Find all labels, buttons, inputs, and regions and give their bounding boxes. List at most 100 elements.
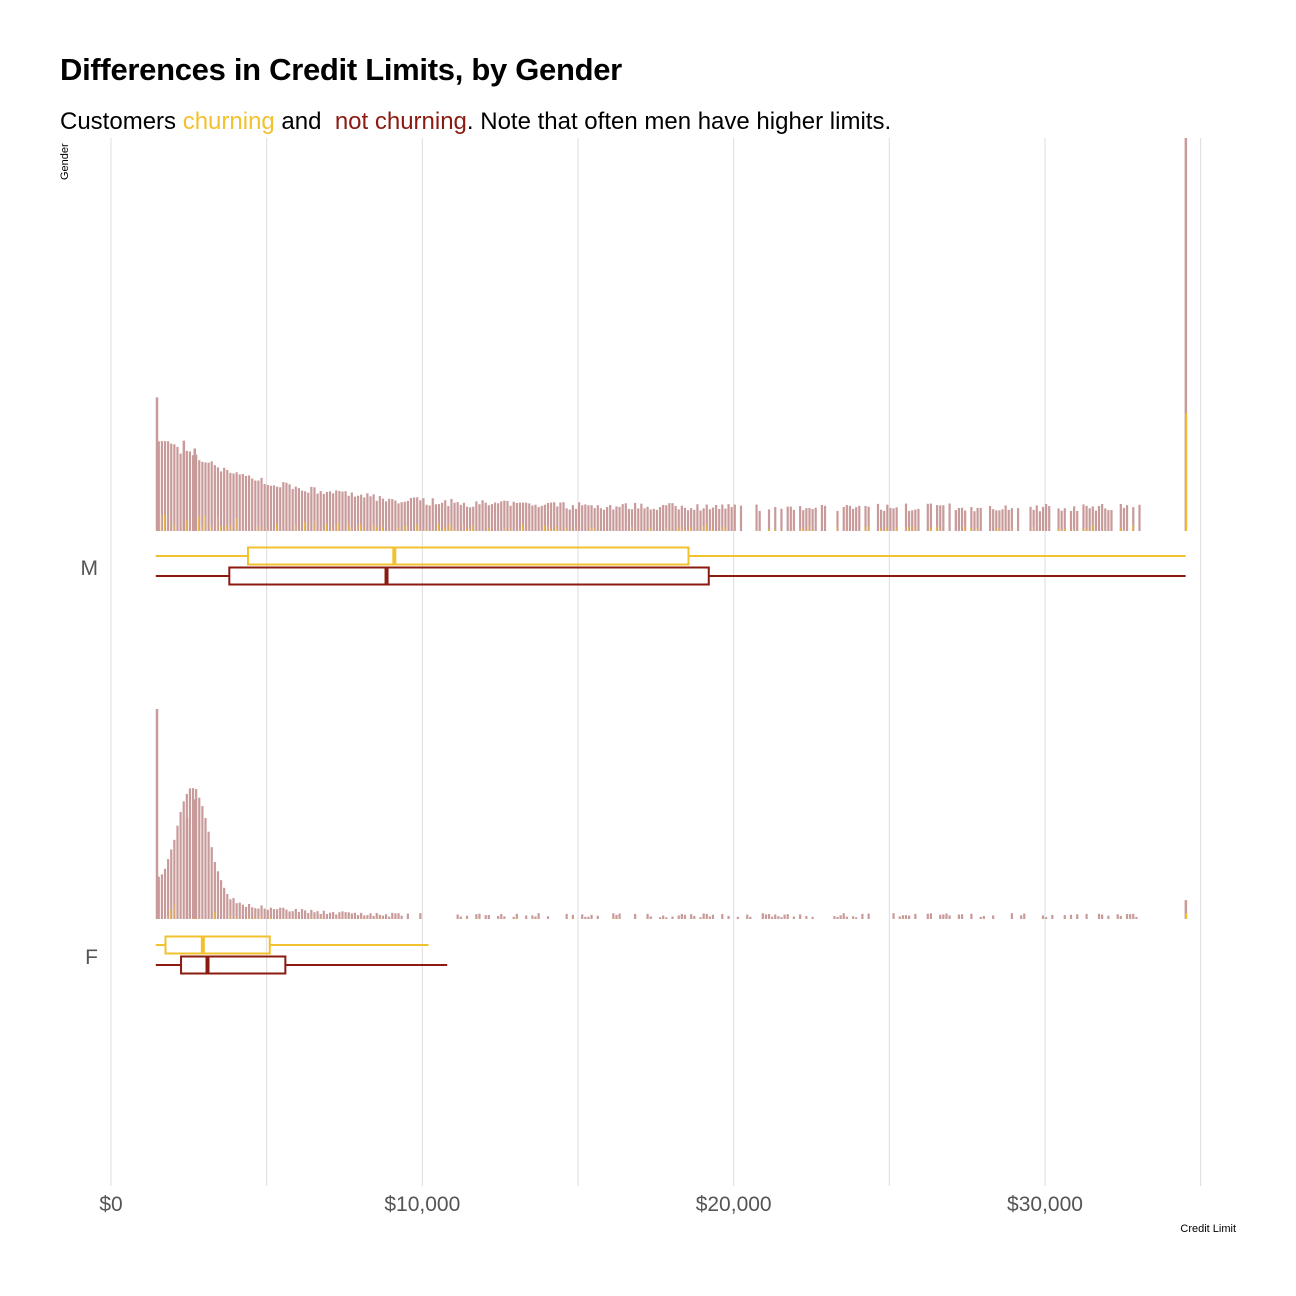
histogram-bar: [198, 797, 201, 919]
histogram-bar: [272, 909, 276, 919]
histogram-bar: [344, 491, 347, 531]
histogram-bar: [836, 916, 839, 919]
histogram-bar: [587, 505, 590, 531]
histogram-bar-churning: [465, 529, 468, 531]
histogram-bar-churning: [543, 525, 545, 531]
histogram-bar: [674, 505, 677, 531]
histogram-bar: [163, 868, 167, 919]
histogram-bar-churning: [416, 524, 418, 531]
histogram-bar-churning: [456, 530, 458, 531]
histogram-bar: [195, 789, 198, 919]
histogram-bar: [500, 501, 503, 531]
histogram-bar: [288, 911, 291, 919]
histogram-bar: [375, 913, 378, 919]
chart-subtitle: Customers churning and not churning. Not…: [60, 108, 891, 136]
histogram-bar: [683, 507, 687, 531]
histogram-bar: [696, 504, 699, 531]
histogram-bar-churning: [864, 527, 866, 531]
histogram-bar-churning: [472, 525, 474, 531]
histogram-bar: [867, 506, 870, 531]
histogram-bar: [366, 915, 369, 919]
histogram-bar: [1038, 511, 1041, 531]
histogram-bar-churning: [683, 530, 686, 531]
histogram-bar: [238, 474, 241, 531]
histogram-bar: [979, 916, 982, 919]
histogram-bar-churning: [185, 520, 187, 531]
histogram-bar-churning: [469, 528, 471, 531]
histogram-bar-churning: [332, 529, 334, 531]
histogram-bar-churning: [895, 527, 897, 531]
histogram-bar: [170, 849, 173, 919]
chart-title: Differences in Credit Limits, by Gender: [60, 52, 622, 87]
histogram-bar: [269, 485, 272, 531]
histogram-bar-churning: [363, 528, 365, 531]
histogram-bar: [811, 509, 814, 531]
histogram-bar: [774, 507, 777, 531]
histogram-bar: [381, 915, 385, 919]
histogram-bar: [182, 801, 185, 919]
histogram-bar: [369, 496, 372, 531]
histogram-bar: [335, 914, 338, 919]
histogram-bar: [335, 490, 338, 531]
histogram-bar: [814, 507, 817, 531]
histogram-bar-churning: [403, 526, 405, 531]
histogram-bar: [276, 486, 279, 531]
histogram-bar-churning: [836, 526, 838, 531]
histogram-bar-churning: [406, 525, 408, 531]
histogram-bar: [883, 510, 886, 531]
histogram-bar-churning: [721, 527, 723, 531]
histogram-bar-churning: [618, 917, 620, 919]
histogram-bar: [1129, 914, 1132, 919]
histogram-bar: [322, 910, 325, 919]
histogram-bar: [263, 908, 266, 919]
histogram-bar: [213, 465, 216, 531]
histogram-bar: [1032, 509, 1035, 531]
histogram-bar: [465, 915, 469, 919]
histogram-bar: [599, 508, 602, 531]
histogram-bar-churning: [1073, 528, 1075, 531]
histogram-bar-churning: [1129, 917, 1131, 919]
histogram-bar: [643, 508, 646, 531]
histogram-bar: [711, 914, 715, 919]
histogram-bar: [447, 505, 450, 531]
histogram-bar: [549, 502, 553, 531]
histogram-bar-churning: [366, 918, 368, 919]
histogram-bar: [942, 914, 945, 919]
histogram-bar: [216, 467, 220, 531]
histogram-bar: [1107, 915, 1110, 919]
histogram-bar: [1004, 505, 1007, 531]
histogram-bar: [1063, 508, 1066, 531]
histogram-bar: [412, 497, 416, 531]
histogram-bar-churning: [465, 918, 468, 919]
histogram-bar: [525, 915, 528, 919]
histogram-bar: [363, 915, 366, 919]
histogram-bar: [378, 914, 381, 919]
histogram-bar-churning: [556, 526, 558, 531]
boxplot-box: [228, 566, 710, 586]
histogram-bar: [908, 510, 911, 531]
histogram-bar: [845, 505, 848, 531]
histogram-bar: [565, 508, 568, 531]
histogram-bar: [833, 916, 836, 919]
histogram-bar: [297, 911, 300, 919]
histogram-bar-churning: [437, 524, 440, 531]
histogram-bar: [1041, 915, 1045, 919]
histogram-bar-churning: [213, 912, 215, 919]
histogram-bar: [247, 475, 251, 531]
histogram-bar: [419, 500, 422, 531]
histogram-bar: [210, 461, 213, 531]
histogram-bar: [269, 907, 272, 919]
histogram-bar-churning: [724, 526, 726, 531]
histogram-bar: [332, 493, 335, 531]
histogram-bar: [313, 912, 316, 919]
histogram-bar-churning: [204, 514, 206, 531]
histogram-bar-churning: [260, 915, 262, 919]
histogram-bar-churning: [1057, 528, 1059, 531]
histogram-bar: [394, 500, 397, 531]
histogram-bar-churning: [1041, 918, 1044, 919]
histogram-bar: [484, 915, 487, 919]
histogram-bar: [207, 831, 210, 919]
histogram-bar: [409, 497, 413, 531]
histogram-bar: [216, 871, 220, 919]
histogram-bar: [381, 498, 385, 531]
